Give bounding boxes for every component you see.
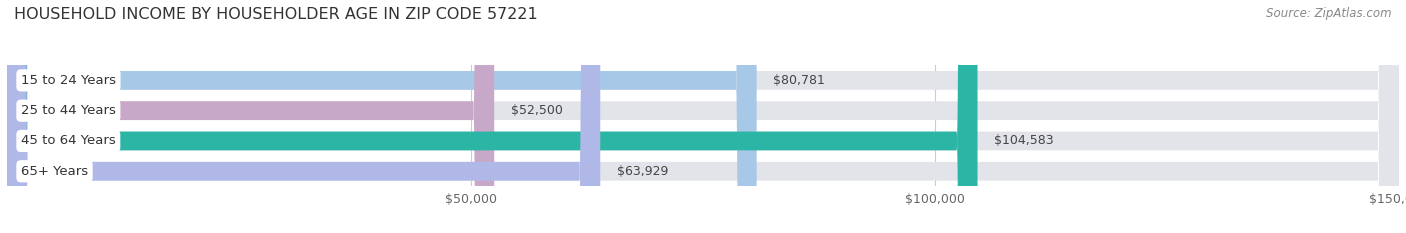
Text: 15 to 24 Years: 15 to 24 Years (21, 74, 115, 87)
Text: $52,500: $52,500 (510, 104, 562, 117)
Text: Source: ZipAtlas.com: Source: ZipAtlas.com (1267, 7, 1392, 20)
Text: $104,583: $104,583 (994, 134, 1054, 147)
Text: 65+ Years: 65+ Years (21, 165, 89, 178)
FancyBboxPatch shape (7, 0, 977, 233)
Text: HOUSEHOLD INCOME BY HOUSEHOLDER AGE IN ZIP CODE 57221: HOUSEHOLD INCOME BY HOUSEHOLDER AGE IN Z… (14, 7, 538, 22)
FancyBboxPatch shape (7, 0, 1399, 233)
Text: 45 to 64 Years: 45 to 64 Years (21, 134, 115, 147)
FancyBboxPatch shape (7, 0, 1399, 233)
FancyBboxPatch shape (7, 0, 1399, 233)
FancyBboxPatch shape (7, 0, 1399, 233)
FancyBboxPatch shape (7, 0, 600, 233)
FancyBboxPatch shape (7, 0, 756, 233)
FancyBboxPatch shape (7, 0, 495, 233)
Text: 25 to 44 Years: 25 to 44 Years (21, 104, 115, 117)
Text: $63,929: $63,929 (617, 165, 668, 178)
Text: $80,781: $80,781 (773, 74, 825, 87)
